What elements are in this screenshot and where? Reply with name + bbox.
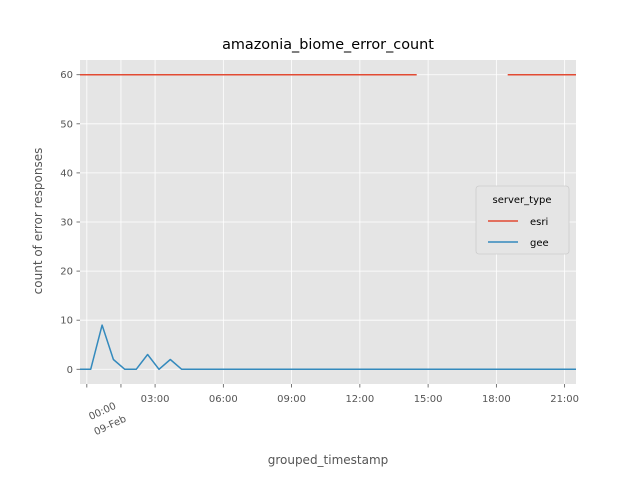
chart-title: amazonia_biome_error_count bbox=[222, 37, 434, 53]
y-tick-label: 0 bbox=[67, 365, 73, 376]
legend-label-gee: gee bbox=[530, 238, 549, 249]
x-tick-label: 15:00 bbox=[414, 394, 443, 405]
x-tick-label: 18:00 bbox=[482, 394, 511, 405]
x-tick-label: 21:00 bbox=[550, 394, 579, 405]
y-tick-label: 40 bbox=[60, 168, 73, 179]
x-tick-label: 03:00 bbox=[141, 394, 170, 405]
legend: server_type esri gee bbox=[475, 185, 570, 255]
y-tick-label: 60 bbox=[60, 70, 73, 81]
legend-entries: esri gee bbox=[488, 217, 549, 249]
legend-label-esri: esri bbox=[530, 217, 548, 228]
y-tick-label: 10 bbox=[60, 316, 73, 327]
x-axis-label: grouped_timestamp bbox=[268, 453, 389, 467]
x-tick-label: 06:00 bbox=[209, 394, 238, 405]
y-tick-label: 20 bbox=[60, 267, 73, 278]
y-tick-label: 50 bbox=[60, 119, 73, 130]
series-line-gee bbox=[80, 324, 576, 371]
x-tick-labels: 03:00 06:00 09:00 12:00 15:00 18:00 21:0000:00… bbox=[86, 384, 579, 438]
legend-title: server_type bbox=[493, 195, 552, 206]
series-lines bbox=[80, 73, 576, 371]
y-axis-label: count of error responses bbox=[31, 148, 45, 295]
y-tick-labels: 0 10 20 30 40 50 60 bbox=[60, 70, 80, 376]
y-tick-label: 30 bbox=[60, 218, 73, 229]
y-gridlines bbox=[80, 74, 576, 370]
x-tick-label: 09:00 bbox=[277, 394, 306, 405]
x-tick-label: 12:00 bbox=[345, 394, 374, 405]
legend-box bbox=[475, 185, 570, 255]
